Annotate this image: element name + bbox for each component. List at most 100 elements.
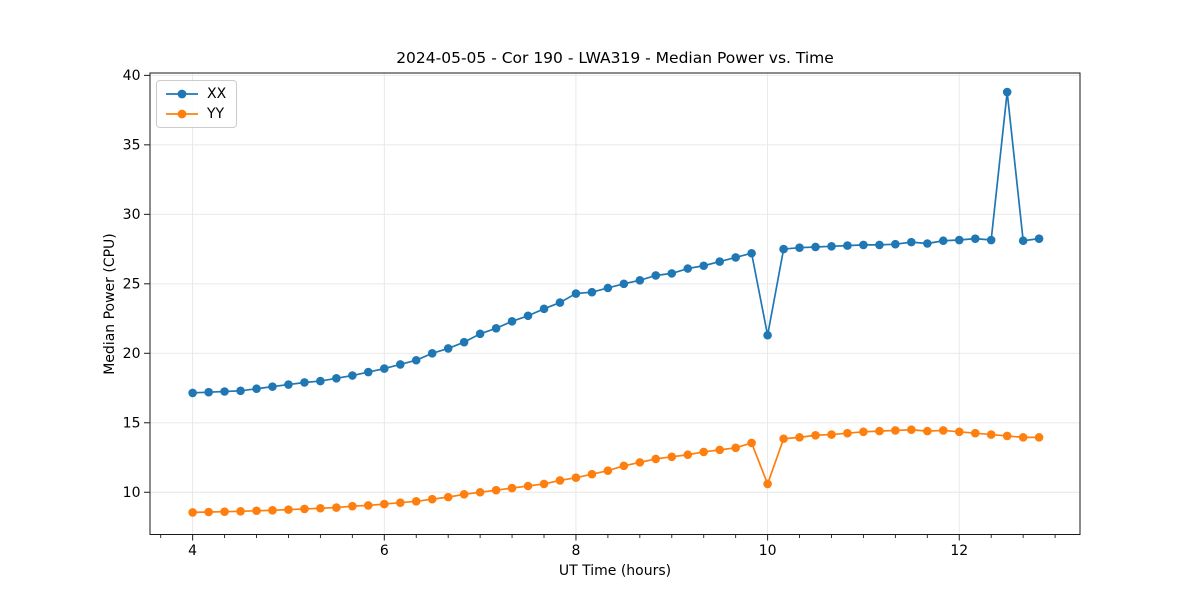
y-tick-label: 10 — [123, 485, 141, 501]
series-XX-marker — [332, 374, 341, 383]
series-XX-marker — [779, 244, 788, 254]
series-XX-marker — [970, 234, 980, 243]
series-XX-marker — [859, 240, 868, 250]
series-XX-marker — [667, 269, 677, 278]
series-YY-marker — [795, 433, 804, 442]
series-YY-marker — [859, 427, 868, 437]
series-YY-line — [192, 428, 1040, 514]
series-XX — [188, 87, 1044, 398]
series-YY-marker — [986, 430, 996, 439]
series-YY-marker — [555, 476, 565, 485]
y-tick-label: 30 — [123, 207, 141, 223]
series-XX-marker — [204, 387, 213, 397]
series-XX-marker — [507, 317, 517, 326]
x-tick-label: 6 — [380, 543, 389, 559]
series-YY-marker — [683, 450, 693, 460]
series-YY-marker — [1018, 433, 1028, 442]
series-YY-marker — [970, 428, 980, 438]
series-YY-marker — [332, 503, 341, 512]
series-YY-marker — [875, 426, 884, 436]
legend-label-xx: XX — [207, 86, 227, 102]
legend-label-yy: YY — [207, 106, 225, 122]
series-YY-marker — [811, 430, 820, 440]
y-tick-label: 20 — [123, 346, 141, 362]
series-XX-marker — [683, 264, 693, 273]
series-YY-marker — [907, 425, 916, 435]
series-YY-marker — [763, 479, 772, 489]
series-XX-marker — [747, 248, 756, 258]
series-XX-marker — [1002, 87, 1012, 97]
series-YY — [188, 425, 1044, 517]
series-YY-marker — [619, 461, 629, 471]
series-YY-marker — [571, 473, 581, 482]
y-tick-label: 15 — [123, 416, 141, 432]
series-YY-marker — [188, 508, 197, 517]
x-tick-label: 8 — [571, 543, 580, 559]
legend-entry-xx[interactable]: XX — [165, 86, 226, 102]
legend-swatch-yy-icon — [166, 109, 198, 119]
series-YY-marker — [891, 426, 900, 435]
ticks: 4 6 8 10 12 10 15 20 25 30 35 40 — [123, 68, 1056, 559]
series-XX-marker — [619, 279, 629, 289]
series-YY-marker — [411, 496, 421, 506]
series-YY-marker — [635, 458, 645, 467]
series-XX-marker — [188, 388, 197, 398]
series-YY-marker — [475, 487, 485, 497]
series-YY-marker — [843, 428, 852, 438]
series-XX-marker — [491, 323, 501, 333]
series-YY-marker — [491, 485, 501, 495]
series-YY-marker — [380, 499, 389, 509]
series-YY-marker — [923, 426, 932, 436]
series-XX-marker — [587, 287, 597, 297]
series-XX-marker — [891, 239, 900, 249]
series-XX-marker — [268, 382, 277, 391]
series-XX-marker — [843, 241, 852, 250]
series-XX-marker — [986, 235, 996, 245]
chart-title: 2024-05-05 - Cor 190 - LWA319 - Median P… — [396, 49, 834, 67]
x-tick-label: 10 — [759, 543, 777, 559]
series-YY-marker — [268, 506, 277, 515]
series-YY-marker — [284, 505, 293, 514]
y-tick-label: 40 — [123, 68, 141, 84]
series-XX-marker — [555, 298, 565, 307]
series-XX-marker — [220, 387, 229, 396]
x-axis-label: UT Time (hours) — [558, 563, 672, 579]
series-XX-marker — [715, 257, 724, 266]
series-YY-marker — [1002, 431, 1012, 441]
series-YY-marker — [507, 483, 517, 493]
legend-entry-yy[interactable]: YY — [165, 106, 226, 122]
axes-spines — [149, 72, 1081, 535]
series-YY-marker — [523, 481, 533, 491]
series-XX-marker — [348, 371, 357, 380]
series-XX-marker — [523, 311, 533, 321]
series-XX-marker — [236, 386, 245, 396]
series-XX-marker — [300, 378, 309, 387]
series-XX-marker — [363, 367, 373, 377]
series-YY-marker — [699, 447, 708, 457]
series-YY-marker — [667, 452, 677, 462]
series-YY-marker — [316, 503, 325, 513]
series-XX-marker — [651, 271, 661, 280]
series-XX-marker — [380, 364, 389, 373]
series-XX-marker — [907, 237, 916, 247]
series-YY-marker — [651, 454, 661, 464]
series-XX-marker — [396, 360, 405, 369]
series-YY-marker — [954, 427, 964, 437]
series-XX-marker — [923, 239, 932, 248]
series-XX-marker — [603, 283, 613, 293]
grid — [150, 73, 1080, 535]
series-XX-marker — [284, 380, 293, 389]
series-YY-marker — [779, 434, 788, 444]
series-XX-marker — [731, 253, 740, 262]
series-XX-marker — [938, 236, 948, 246]
series-YY-marker — [252, 506, 261, 516]
series-YY-marker — [427, 494, 437, 504]
series-XX-marker — [459, 337, 469, 347]
series-YY-marker — [236, 506, 245, 516]
series-XX-marker — [539, 304, 549, 314]
y-tick-label: 25 — [123, 277, 141, 293]
series-YY-marker — [300, 504, 309, 514]
series-YY-marker — [348, 501, 357, 511]
series-YY-marker — [443, 492, 453, 502]
